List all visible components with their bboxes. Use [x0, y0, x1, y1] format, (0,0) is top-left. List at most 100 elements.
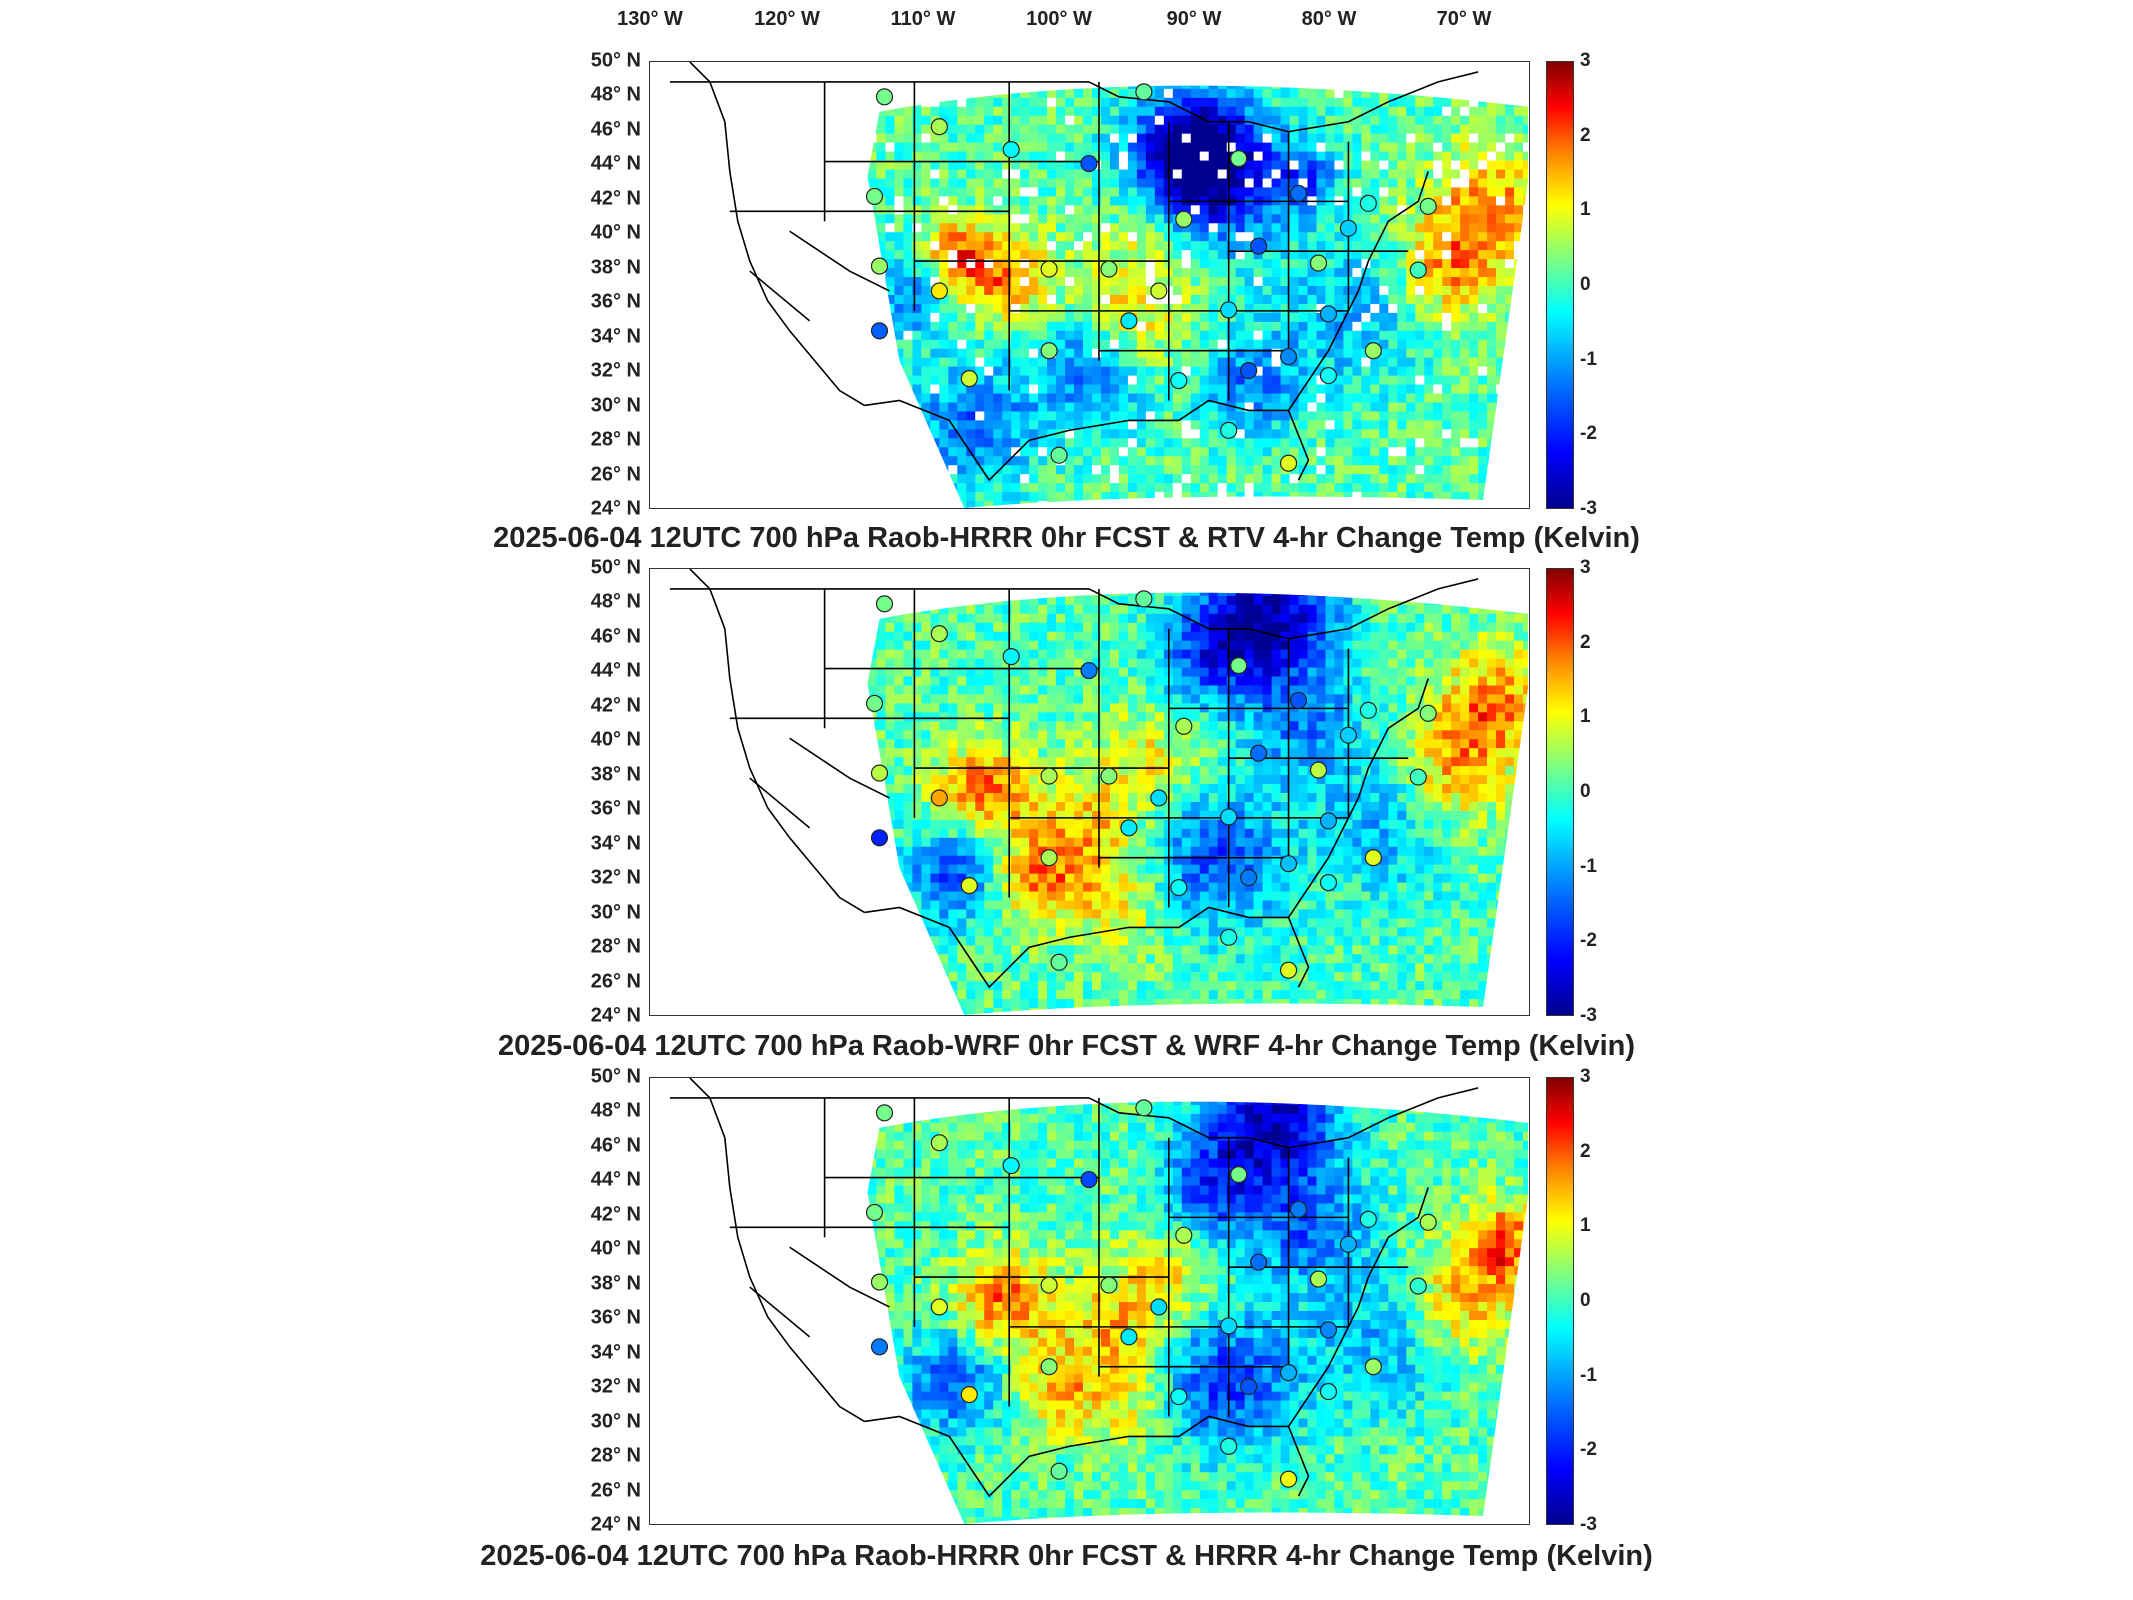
longitude-axis: 130° W 120° W 110° W 100° W 90° W 80° W … [0, 0, 2133, 50]
lat-label: 34° N [590, 1341, 641, 1364]
raob-stations [865, 590, 1437, 979]
raob-station-marker [1040, 342, 1058, 360]
raob-station-marker [1309, 761, 1328, 779]
colorbar-tick-label: 2 [1580, 124, 1591, 146]
raob-station-marker [1080, 661, 1098, 680]
raob-station-marker [1150, 282, 1168, 300]
lat-label: 30° N [590, 394, 641, 417]
lat-label: 46° N [590, 625, 641, 648]
raob-station-marker [870, 322, 889, 340]
map-frame [649, 568, 1530, 1016]
map-panel-wrf: 50° N 48° N 46° N 44° N 42° N 40° N 38° N 36° N… [0, 510, 2133, 1063]
colorbar [1546, 568, 1574, 1016]
lat-label: 44° N [590, 1168, 641, 1191]
lat-label: 38° N [590, 1272, 641, 1295]
raob-station-marker [1319, 305, 1338, 323]
colorbar-tick-label: 0 [1580, 274, 1591, 295]
raob-station-marker [930, 282, 948, 300]
raob-station-marker [1220, 421, 1238, 439]
raob-station-marker [1289, 691, 1308, 709]
raob-station-marker [1220, 808, 1238, 826]
raob-station-marker [1002, 648, 1020, 666]
raob-station-marker [1250, 744, 1268, 762]
lat-label: 44° N [590, 152, 641, 175]
raob-station-marker [1150, 1298, 1168, 1316]
raob-station-marker [930, 625, 948, 643]
raob-station-marker [1279, 961, 1298, 979]
raob-station-marker [1100, 260, 1118, 278]
raob-station-marker [1040, 1276, 1058, 1294]
raob-station-marker [870, 829, 889, 847]
raob-station-marker [865, 694, 884, 712]
panel-title: 2025-06-04 12UTC 700 hPa Raob-HRRR 0hr F… [493, 522, 1640, 554]
lat-label: 40° N [590, 221, 641, 244]
lat-label: 36° N [590, 1306, 641, 1329]
raob-station-marker [1230, 657, 1248, 675]
state-boundaries [669, 569, 1479, 989]
lat-label: 38° N [590, 256, 641, 279]
temperature-map [669, 62, 1529, 508]
lat-label: 28° N [590, 935, 641, 958]
map-panel-rtv: 50° N 48° N 46° N 44° N 42° N 40° N 38° N 36° N… [0, 0, 2133, 555]
raob-station-marker [1319, 1321, 1338, 1339]
colorbar-tick-label: 3 [1580, 1066, 1591, 1087]
raob-station-marker [875, 88, 894, 106]
state-boundaries [669, 1078, 1479, 1498]
raob-station-marker [1240, 869, 1258, 887]
raob-station-marker [1120, 819, 1138, 837]
lat-label: 34° N [590, 325, 641, 348]
colorbar-tick-label: -1 [1580, 855, 1597, 877]
colorbar-tick-label: -2 [1580, 930, 1597, 952]
lon-label: 70° W [1436, 8, 1492, 30]
raob-station-marker [930, 789, 948, 807]
lat-label: 24° N [590, 1004, 641, 1027]
lat-label: 32° N [590, 1375, 641, 1398]
raob-station-marker [1050, 1462, 1068, 1480]
raob-station-marker [1339, 1235, 1357, 1253]
map-frame [649, 1077, 1530, 1525]
raob-station-marker [1279, 1364, 1298, 1382]
raob-station-marker [1364, 849, 1382, 867]
raob-station-marker [870, 1273, 889, 1291]
raob-station-marker [1359, 194, 1377, 212]
lat-label: 26° N [590, 970, 641, 993]
raob-station-marker [1120, 1328, 1138, 1346]
lat-label: 28° N [590, 428, 641, 451]
colorbar-tick-label: 0 [1580, 781, 1591, 802]
lat-label: 34° N [590, 832, 641, 855]
colorbar-tick-label: 1 [1580, 706, 1591, 728]
raob-station-marker [1080, 1170, 1098, 1189]
raob-station-marker [1309, 254, 1328, 272]
raob-station-marker [1419, 1213, 1437, 1231]
raob-station-marker [1289, 184, 1308, 202]
raob-stations [865, 83, 1437, 472]
lat-label: 32° N [590, 359, 641, 382]
raob-station-marker [1040, 260, 1058, 278]
lon-label: 130° W [617, 8, 683, 30]
raob-station-marker [1050, 953, 1068, 971]
raob-station-marker [1100, 1276, 1118, 1294]
raob-station-marker [1319, 367, 1338, 385]
lat-label: 26° N [590, 1479, 641, 1502]
lon-label: 120° W [754, 8, 820, 30]
raob-station-marker [1170, 879, 1188, 897]
colorbar [1546, 1077, 1574, 1525]
colorbar-tick-label: -1 [1580, 348, 1597, 370]
raob-station-marker [960, 370, 978, 388]
lon-label: 80° W [1301, 8, 1357, 30]
raob-station-marker [1409, 1277, 1427, 1295]
raob-station-marker [1040, 767, 1058, 785]
lon-label: 90° W [1166, 8, 1222, 30]
lat-label: 26° N [590, 463, 641, 486]
lat-label: 30° N [590, 901, 641, 924]
raob-station-marker [1319, 874, 1338, 892]
lat-label: 50° N [590, 556, 641, 579]
raob-station-marker [1319, 1383, 1338, 1401]
raob-station-marker [865, 187, 884, 205]
raob-station-marker [1220, 928, 1238, 946]
raob-station-marker [1279, 1470, 1298, 1488]
lat-label: 48° N [590, 590, 641, 613]
lat-label: 44° N [590, 659, 641, 682]
raob-station-marker [1364, 1358, 1382, 1376]
raob-station-marker [1175, 1226, 1193, 1244]
